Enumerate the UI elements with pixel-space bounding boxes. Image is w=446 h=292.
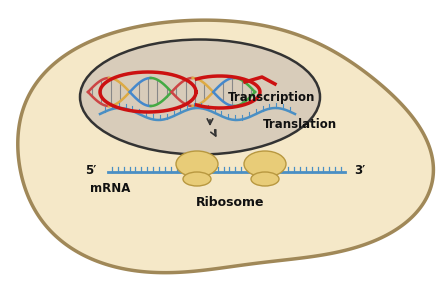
Ellipse shape (244, 151, 286, 177)
Text: Ribosome: Ribosome (196, 196, 264, 208)
Text: Transcription: Transcription (228, 91, 316, 103)
Ellipse shape (251, 172, 279, 186)
Polygon shape (18, 20, 434, 273)
Text: 5′: 5′ (85, 164, 96, 176)
Text: 3′: 3′ (354, 164, 365, 176)
Text: mRNA: mRNA (90, 182, 130, 194)
Ellipse shape (183, 172, 211, 186)
Ellipse shape (80, 39, 320, 154)
Ellipse shape (176, 151, 218, 177)
Text: Translation: Translation (263, 119, 337, 131)
